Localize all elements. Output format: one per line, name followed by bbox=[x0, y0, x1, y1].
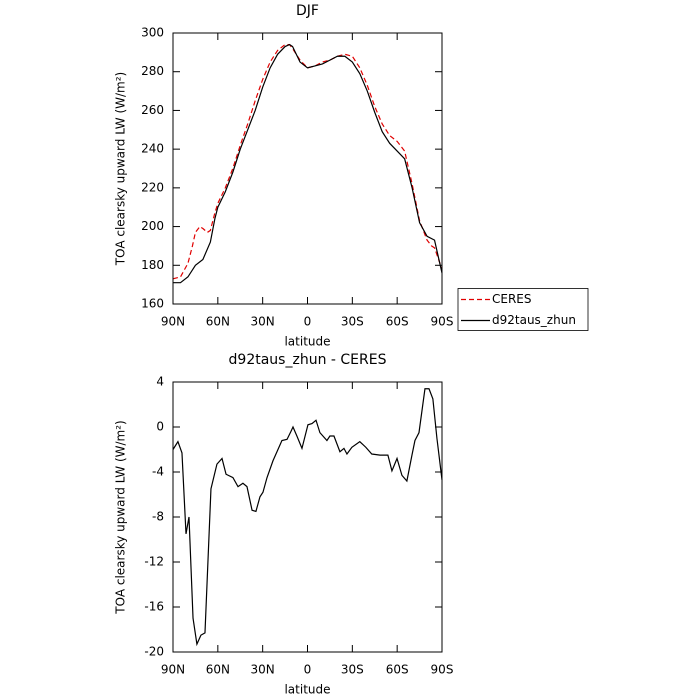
plot-frame bbox=[172, 32, 443, 305]
y-tick-label: -12 bbox=[144, 555, 164, 569]
y-axis-label: TOA clearsky upward LW (W/m²) bbox=[114, 72, 128, 266]
chart-title: DJF bbox=[296, 3, 319, 19]
y-tick-label: 260 bbox=[141, 103, 164, 117]
y-tick-label: 280 bbox=[141, 64, 164, 78]
y-tick-label: 300 bbox=[141, 26, 164, 40]
chart-title: d92taus_zhun - CERES bbox=[229, 352, 387, 368]
x-tick-label: 90N bbox=[161, 663, 185, 677]
y-axis-label: TOA clearsky upward LW (W/m²) bbox=[114, 420, 128, 614]
y-tick-label: 200 bbox=[141, 219, 164, 233]
data-line bbox=[172, 388, 443, 647]
y-tick-label: -4 bbox=[152, 465, 164, 479]
y-tick-label: 180 bbox=[141, 258, 164, 272]
y-tick-label: 0 bbox=[156, 420, 164, 434]
legend-label: d92taus_zhun bbox=[492, 313, 576, 327]
x-tick-label: 60S bbox=[386, 663, 409, 677]
x-axis-label: latitude bbox=[284, 683, 330, 697]
legend-box bbox=[457, 288, 589, 331]
x-tick-label: 30N bbox=[251, 315, 275, 329]
y-tick-label: -16 bbox=[144, 600, 164, 614]
x-tick-label: 60S bbox=[386, 315, 409, 329]
x-axis-label: latitude bbox=[284, 335, 330, 349]
x-tick-label: 30S bbox=[341, 315, 364, 329]
legend-label: CERES bbox=[492, 292, 532, 306]
x-tick-label: 0 bbox=[304, 663, 312, 677]
y-tick-label: 4 bbox=[156, 375, 164, 389]
x-tick-label: 90N bbox=[161, 315, 185, 329]
x-tick-label: 30N bbox=[251, 663, 275, 677]
x-tick-label: 30S bbox=[341, 663, 364, 677]
x-tick-label: 90S bbox=[431, 663, 454, 677]
data-line bbox=[173, 43, 443, 284]
y-tick-label: 240 bbox=[141, 142, 164, 156]
x-tick-label: 90S bbox=[431, 315, 454, 329]
y-tick-label: -8 bbox=[152, 510, 164, 524]
data-line bbox=[172, 44, 443, 280]
y-tick-label: 160 bbox=[141, 297, 164, 311]
x-tick-label: 0 bbox=[304, 315, 312, 329]
x-tick-label: 60N bbox=[206, 315, 230, 329]
plot-frame bbox=[172, 381, 443, 653]
y-tick-label: 220 bbox=[141, 180, 164, 194]
y-tick-label: -20 bbox=[144, 645, 164, 659]
x-tick-label: 60N bbox=[206, 663, 230, 677]
